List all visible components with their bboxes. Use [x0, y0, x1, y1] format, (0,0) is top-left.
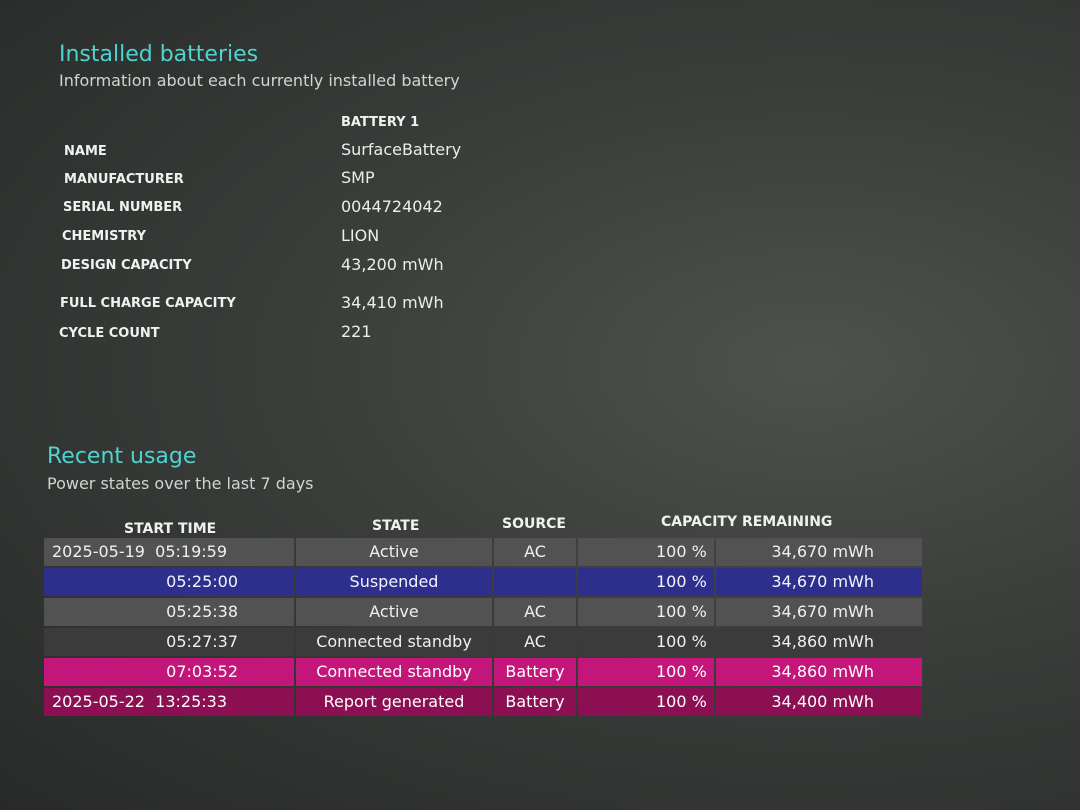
state-cell: Connected standby [296, 658, 492, 686]
state-cell: Report generated [296, 688, 492, 716]
time-text: 05:27:37 [166, 632, 238, 651]
installed-batteries-title: Installed batteries [59, 42, 259, 67]
field-value-serial-number: 0044724042 [341, 197, 443, 216]
column-header-capacity-remaining: CAPACITY REMAINING [661, 514, 833, 530]
field-label-chemistry: CHEMISTRY [62, 229, 147, 244]
field-value-design-capacity: 43,200 mWh [341, 255, 444, 274]
capacity-cell: 34,670 mWh [716, 568, 922, 596]
column-header-state: STATE [372, 518, 420, 534]
table-row: 05:25:38 Active AC 100 % 34,670 mWh [44, 598, 924, 626]
start-time-cell: 2025-05-22 13:25:33 [44, 688, 294, 716]
table-row: 2025-05-19 05:19:59 Active AC 100 % 34,6… [44, 538, 924, 566]
start-time-cell: 05:25:00 [44, 568, 294, 596]
capacity-cell: 34,860 mWh [716, 658, 922, 686]
column-header-start-time: START TIME [124, 521, 217, 537]
table-row: 05:27:37 Connected standby AC 100 % 34,8… [44, 628, 924, 656]
time-text: 05:19:59 [155, 542, 228, 561]
time-text: 05:25:00 [166, 572, 238, 591]
start-time-cell: 2025-05-19 05:19:59 [44, 538, 294, 566]
percent-cell: 100 % [578, 628, 714, 656]
start-time-cell: 07:03:52 [44, 658, 294, 686]
installed-batteries-subtitle: Information about each currently install… [59, 71, 460, 90]
table-row: 05:25:00 Suspended 100 % 34,670 mWh [44, 568, 924, 596]
source-cell: AC [494, 538, 576, 566]
start-time-cell: 05:25:38 [44, 598, 294, 626]
percent-cell: 100 % [578, 658, 714, 686]
start-time-cell: 05:27:37 [44, 628, 294, 656]
percent-cell: 100 % [578, 568, 714, 596]
state-cell: Connected standby [296, 628, 492, 656]
field-label-serial-number: SERIAL NUMBER [63, 200, 183, 215]
column-header-source: SOURCE [502, 516, 566, 532]
table-row: 07:03:52 Connected standby Battery 100 %… [44, 658, 924, 686]
source-cell [494, 568, 576, 596]
field-label-design-capacity: DESIGN CAPACITY [61, 258, 192, 273]
field-label-full-charge-capacity: FULL CHARGE CAPACITY [60, 296, 236, 311]
capacity-cell: 34,860 mWh [716, 628, 922, 656]
recent-usage-title: Recent usage [47, 444, 197, 469]
time-text: 05:25:38 [166, 602, 238, 621]
recent-usage-subtitle: Power states over the last 7 days [47, 474, 314, 493]
source-cell: AC [494, 598, 576, 626]
field-value-chemistry: LION [341, 226, 380, 245]
field-label-cycle-count: CYCLE COUNT [59, 326, 160, 341]
usage-table: 2025-05-19 05:19:59 Active AC 100 % 34,6… [44, 538, 924, 718]
capacity-cell: 34,670 mWh [716, 598, 922, 626]
table-row: 2025-05-22 13:25:33 Report generated Bat… [44, 688, 924, 716]
source-cell: AC [494, 628, 576, 656]
source-cell: Battery [494, 658, 576, 686]
time-text: 07:03:52 [166, 662, 238, 681]
field-label-name: NAME [64, 144, 107, 159]
field-value-name: SurfaceBattery [341, 140, 462, 159]
field-label-manufacturer: MANUFACTURER [64, 172, 184, 187]
capacity-cell: 34,670 mWh [716, 538, 922, 566]
field-value-full-charge-capacity: 34,410 mWh [341, 293, 444, 312]
field-value-manufacturer: SMP [341, 168, 375, 187]
state-cell: Active [296, 598, 492, 626]
percent-cell: 100 % [578, 598, 714, 626]
percent-cell: 100 % [578, 688, 714, 716]
date-text: 2025-05-19 [52, 542, 145, 561]
date-text: 2025-05-22 [52, 692, 145, 711]
capacity-cell: 34,400 mWh [716, 688, 922, 716]
percent-cell: 100 % [578, 538, 714, 566]
field-value-cycle-count: 221 [341, 322, 372, 341]
state-cell: Active [296, 538, 492, 566]
battery-1-header: BATTERY 1 [341, 115, 420, 130]
state-cell: Suspended [296, 568, 492, 596]
source-cell: Battery [494, 688, 576, 716]
time-text: 13:25:33 [155, 692, 228, 711]
